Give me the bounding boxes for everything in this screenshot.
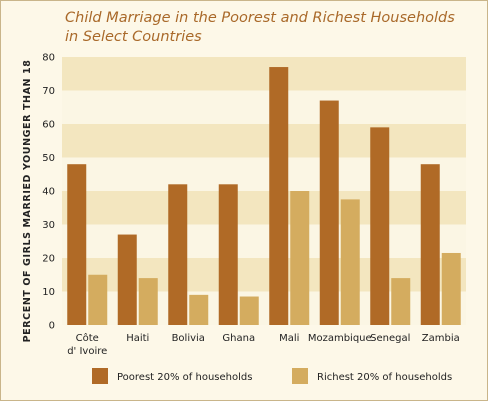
y-tick-label: 40 — [42, 187, 55, 198]
chart-title: Child Marriage in the Poorest and Riches… — [65, 9, 455, 47]
y-tick-label: 50 — [42, 153, 55, 164]
bar-richest — [239, 296, 259, 325]
bar-poorest — [168, 184, 188, 325]
legend-swatch — [92, 368, 108, 384]
x-category-label: Bolivia — [172, 333, 205, 344]
bar-poorest — [319, 100, 339, 325]
bar-richest — [340, 199, 360, 325]
legend: Poorest 20% of households Richest 20% of … — [92, 368, 452, 384]
grid-band — [62, 124, 466, 158]
y-tick-label: 80 — [42, 53, 55, 64]
bar-poorest — [67, 164, 87, 325]
legend-swatch — [292, 368, 308, 384]
bar-poorest — [269, 67, 289, 326]
bar-poorest — [117, 234, 137, 325]
grid-band — [62, 57, 466, 91]
y-tick-label: 70 — [42, 86, 55, 97]
x-axis-categories: Côte d' Ivoire Haiti Bolivia Ghana Mali Mozamb… — [67, 332, 460, 357]
y-axis-label: PERCENT OF GIRLS MARRIED YOUNGER THAN 18 — [22, 60, 33, 343]
y-tick-label: 0 — [49, 321, 55, 332]
bar-richest — [290, 191, 310, 325]
x-category-label: Zambia — [422, 333, 460, 344]
bar-poorest — [218, 184, 238, 325]
bar-richest — [441, 252, 461, 325]
bars — [67, 67, 461, 326]
bar-richest — [391, 278, 411, 325]
x-category-label: Mozambique — [308, 333, 372, 344]
bar-richest — [189, 294, 209, 325]
chart-title-line-2: in Select Countries — [65, 29, 202, 45]
x-category-label: Côte — [76, 332, 99, 344]
x-category-label: Mali — [279, 333, 299, 344]
y-tick-label: 30 — [42, 220, 55, 231]
x-category-label: d' Ivoire — [67, 346, 107, 357]
x-category-label: Ghana — [222, 333, 255, 344]
bar-poorest — [420, 164, 440, 325]
bar-richest — [138, 278, 158, 325]
bar-richest — [88, 274, 108, 325]
legend-label: Poorest 20% of households — [117, 372, 252, 383]
legend-label: Richest 20% of households — [317, 372, 452, 383]
x-category-label: Senegal — [370, 333, 410, 344]
x-category-label: Haiti — [126, 333, 149, 344]
grid-band — [62, 191, 466, 225]
bar-poorest — [370, 127, 390, 325]
chart-title-line-1: Child Marriage in the Poorest and Riches… — [65, 10, 455, 26]
y-tick-label: 60 — [42, 120, 55, 131]
y-tick-label: 20 — [42, 254, 55, 265]
y-axis-ticks: 0 10 20 30 40 50 60 70 80 — [42, 53, 55, 332]
y-tick-label: 10 — [42, 287, 55, 298]
